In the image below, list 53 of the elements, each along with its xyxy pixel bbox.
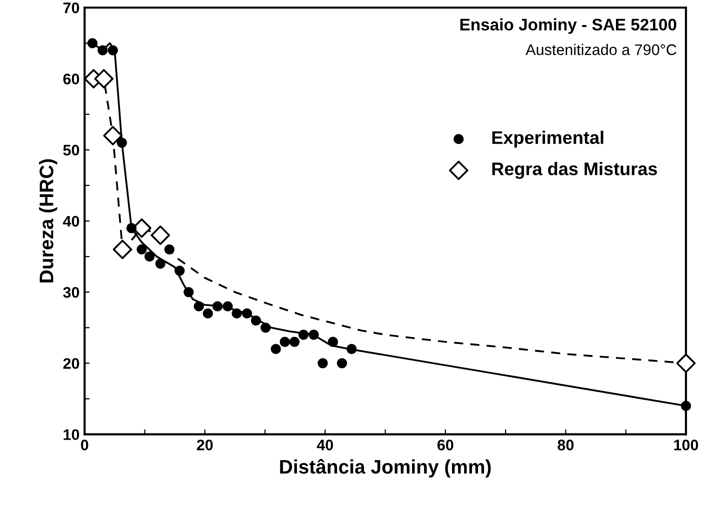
point	[94, 69, 114, 88]
y-tick-label: 50	[63, 144, 80, 156]
y-tick-label: 60	[63, 74, 80, 84]
point	[308, 330, 319, 340]
point	[242, 308, 252, 319]
point	[676, 354, 696, 373]
point	[116, 138, 127, 148]
point	[164, 244, 174, 255]
y-tick-label: 70	[63, 2, 80, 14]
point	[155, 258, 166, 269]
point	[336, 358, 348, 368]
point	[184, 287, 194, 298]
point	[289, 336, 300, 347]
point	[328, 336, 338, 347]
point	[103, 126, 123, 146]
text: Ensaio Jominy - SAE 52100	[460, 18, 676, 34]
text: Austenitizado a 790°C	[526, 44, 676, 56]
y-tick-label: 10	[64, 429, 80, 440]
point	[98, 45, 108, 56]
x-tick-label: 20	[196, 440, 213, 450]
point	[212, 301, 223, 312]
y-tick-label: 20	[63, 358, 80, 369]
y-tick-label: 40	[62, 216, 80, 227]
x-tick-label: 60	[437, 440, 454, 450]
point	[222, 301, 233, 312]
y-tick-label: 30	[63, 286, 80, 298]
point	[202, 308, 213, 319]
y-axis-title: Dureza (HRC)	[39, 159, 58, 282]
point	[270, 344, 281, 354]
legend-label: Experimental	[492, 130, 604, 148]
point	[150, 226, 170, 245]
point	[136, 244, 147, 255]
point	[108, 45, 118, 56]
x-axis-title: Distância Jominy (mm)	[280, 459, 491, 478]
point	[280, 336, 290, 347]
point	[87, 38, 98, 48]
point	[144, 251, 155, 262]
point	[174, 266, 185, 276]
point	[680, 400, 692, 411]
point	[260, 322, 271, 333]
point	[250, 315, 262, 326]
x-tick-label: 40	[316, 440, 334, 450]
point	[126, 223, 137, 234]
x-tick-label: 0	[80, 440, 88, 450]
point	[232, 308, 242, 319]
x-tick-label: 100	[674, 440, 698, 450]
point	[194, 301, 204, 312]
point	[298, 330, 309, 340]
x-tick-label: 80	[558, 440, 574, 450]
point	[112, 240, 132, 260]
point	[318, 358, 328, 368]
legend-label: Regra das Misturas	[492, 162, 657, 179]
point	[346, 344, 357, 354]
